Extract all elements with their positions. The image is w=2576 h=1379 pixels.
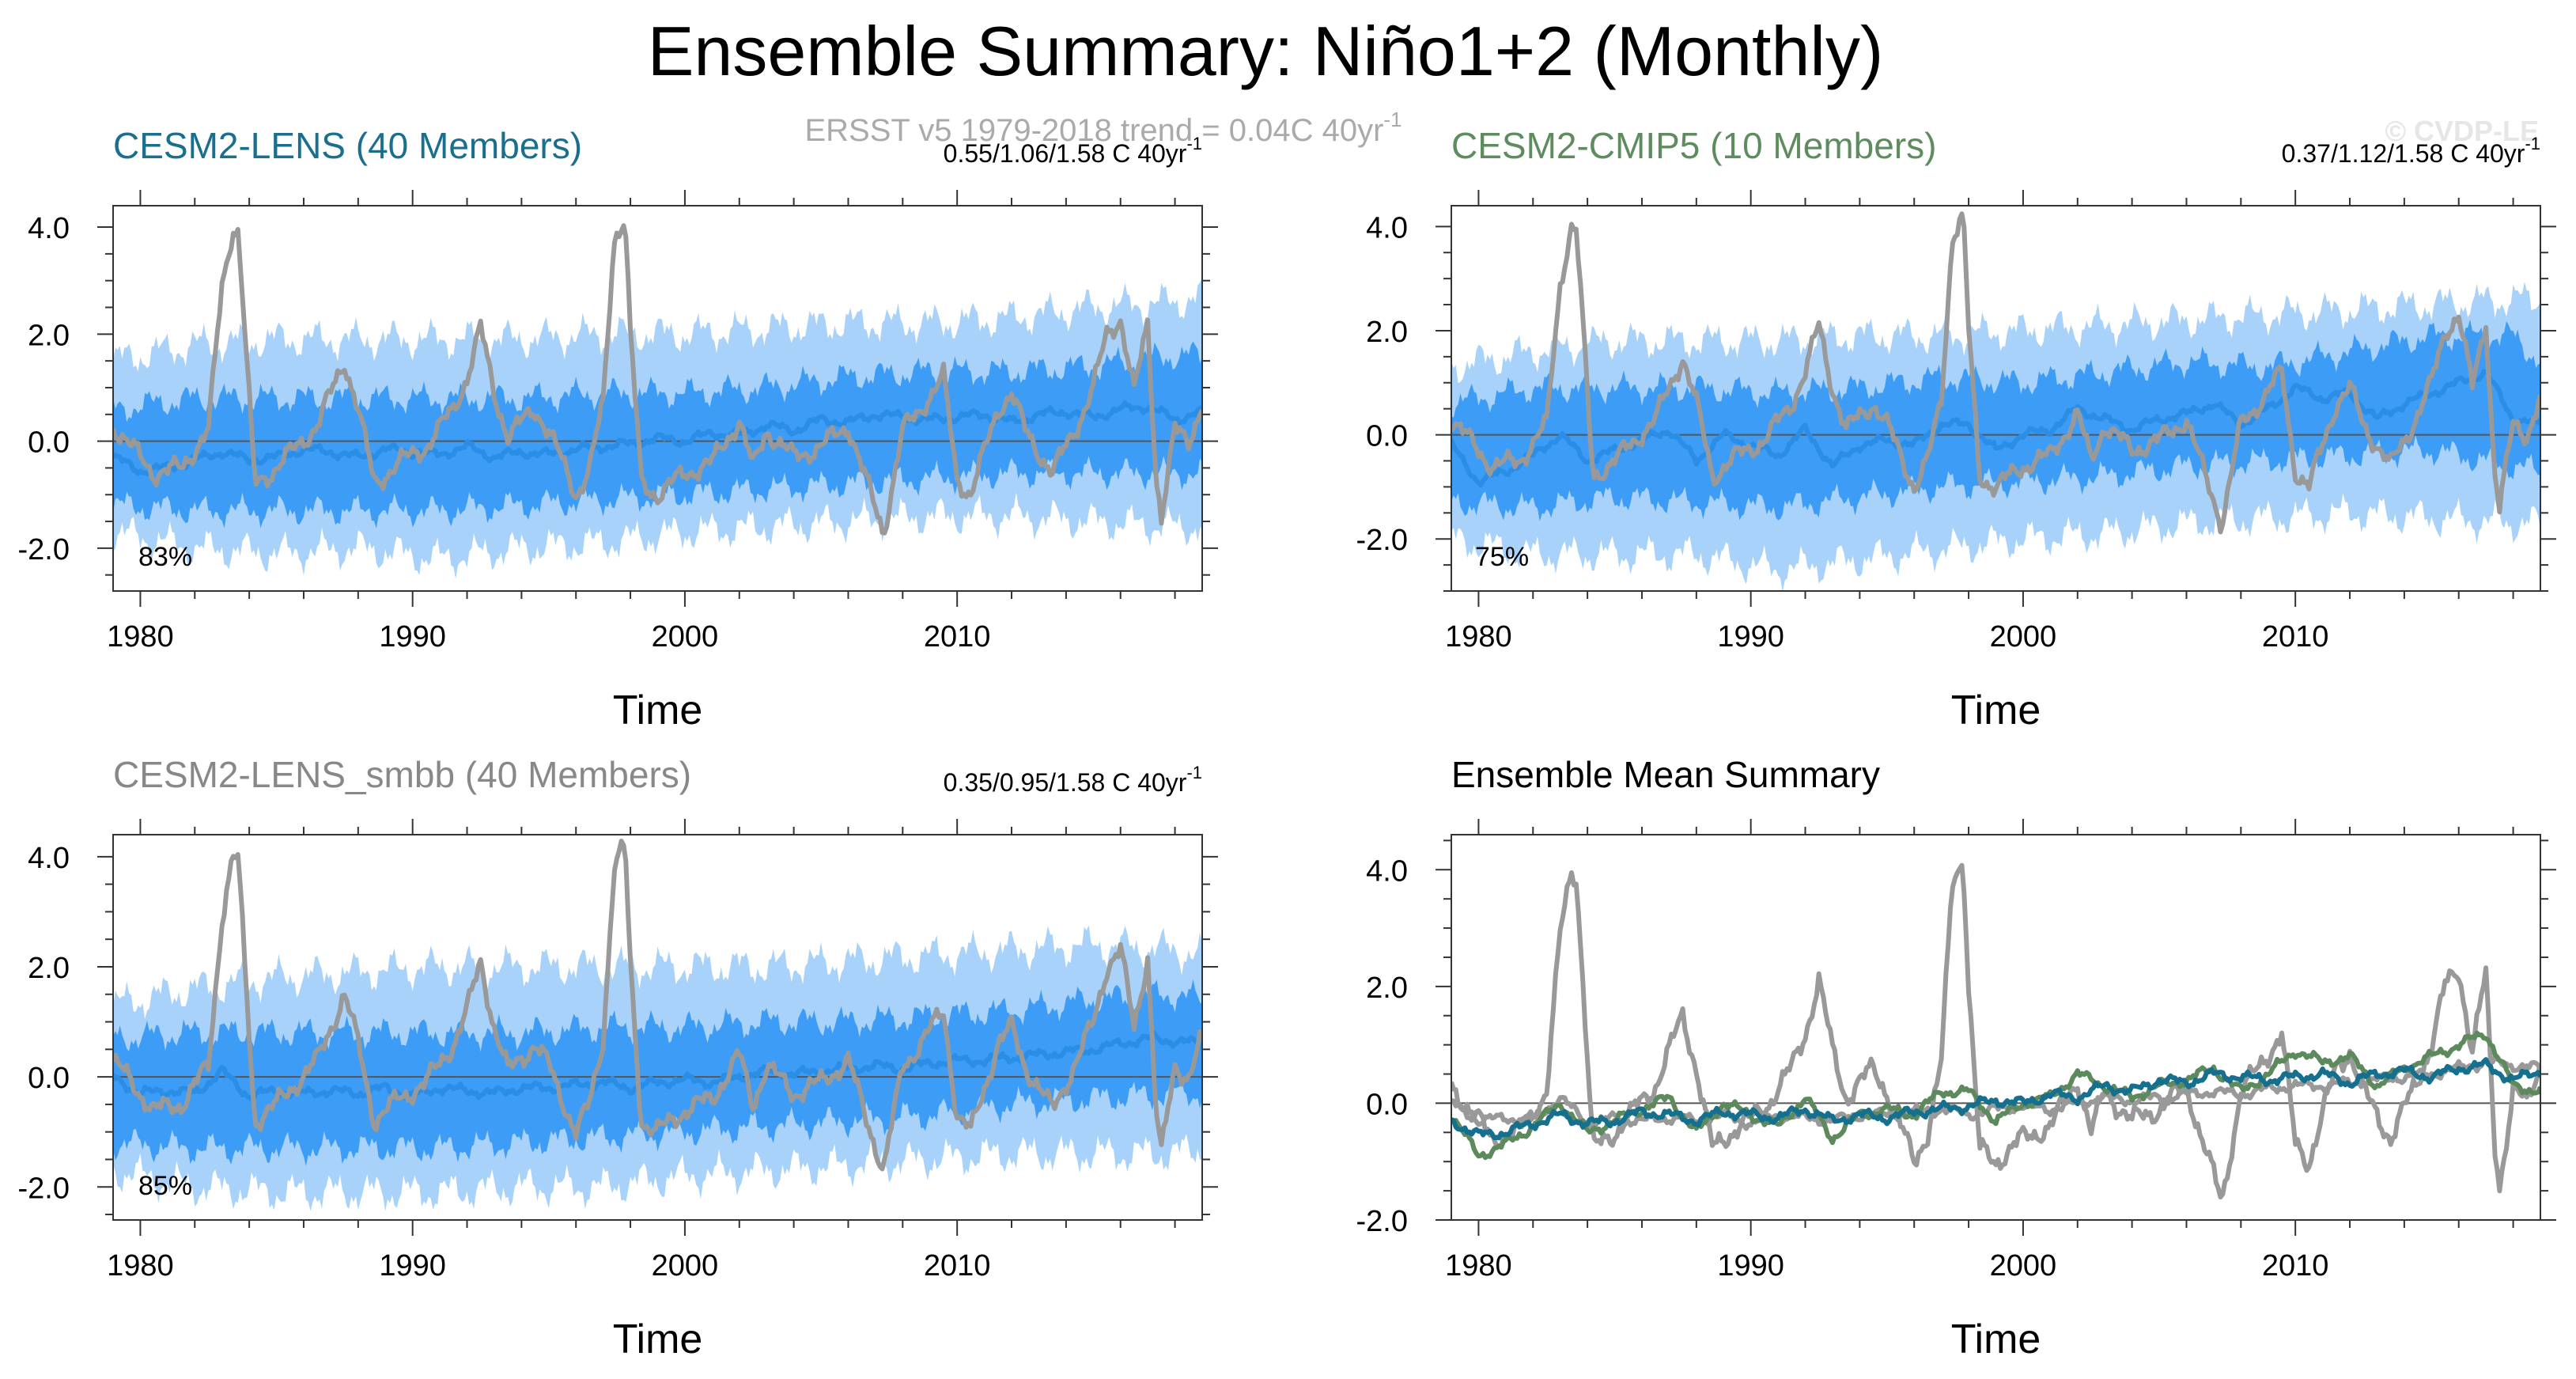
obs-trend-text: ERSST v5 1979-2018 trend = 0.04C 40yr [804,113,1383,148]
trend-text: 0.55/1.06/1.58 C 40yr [944,139,1187,168]
watermark: © CVDP-LE [2385,115,2539,147]
x-tick-label: 2000 [652,1249,719,1282]
trend-label: 0.35/0.95/1.58 C 40yr-1 [944,763,1202,797]
y-tick-label: 2.0 [28,952,70,985]
panel-lens: -2.0 0.0 2.0 4.0 1980 1990 2000 2010 Time CESM2-L… [18,125,1218,733]
x-axis-label: Time [613,1316,703,1362]
y-tick-label: 2.0 [1366,316,1408,349]
plot-area [113,839,1202,1211]
x-tick-label: 1990 [1717,620,1784,654]
panel-title: CESM2-CMIP5 (10 Members) [1451,125,1936,166]
x-tick-label: 1980 [1445,1249,1512,1282]
y-tick-label: 4.0 [1366,211,1408,244]
x-tick-label: 1990 [379,620,446,654]
panel-title: Ensemble Mean Summary [1451,754,1880,795]
y-tick-label: 4.0 [28,842,70,875]
y-tick-label: 2.0 [28,319,70,352]
panel-mean: -2.0 0.0 2.0 4.0 1980 1990 2000 2010 Time Ensembl… [1356,754,2556,1362]
mean-line-ensemble-mean [113,400,1202,476]
obs-trend-sup: -1 [1383,108,1401,131]
y-tick-label: 0.0 [28,426,70,460]
y-tick-label: -2.0 [1356,524,1408,557]
y-tick-label: -2.0 [18,533,70,566]
x-tick-label: 1980 [1445,620,1512,654]
y-tick-label: 4.0 [28,212,70,245]
y-tick-label: 0.0 [1366,420,1408,453]
observed-line [113,223,1202,536]
mean-line-cesm2-lens-mean [1451,1057,2540,1141]
plot-area [113,223,1202,579]
y-tick-label: -2.0 [1356,1205,1408,1238]
y-tick-label: 4.0 [1366,854,1408,888]
plot-frame [1451,834,2541,1221]
x-axis-label: Time [1951,1316,2041,1362]
observed-line [113,839,1202,1172]
trend-text: 0.35/0.95/1.58 C 40yr [944,768,1187,797]
trend-sup: -1 [2525,134,2540,153]
trend-label: 0.55/1.06/1.58 C 40yr-1 [944,134,1202,168]
panel-cmip5: -2.0 0.0 2.0 4.0 1980 1990 2000 2010 Time CESM2-C… [1356,125,2556,733]
plot-area [1451,211,2540,591]
plot-frame [112,834,1203,1221]
plot-frame [1451,205,2541,592]
x-tick-label: 1980 [107,620,174,654]
x-axis-label: Time [613,688,703,733]
trend-sup: -1 [1186,134,1202,153]
y-tick-label: 2.0 [1366,972,1408,1005]
plot-frame [112,205,1203,592]
x-tick-label: 1990 [379,1249,446,1282]
x-tick-label: 2010 [924,1249,991,1282]
obs-trend-label: ERSST v5 1979-2018 trend = 0.04C 40yr-1 [804,108,1401,148]
trend-sup: -1 [1186,763,1202,782]
trend-text: 0.37/1.12/1.58 C 40yr [2282,139,2525,168]
y-tick-label: 0.0 [28,1062,70,1095]
x-tick-label: 2010 [2262,620,2329,654]
panel-title: CESM2-LENS (40 Members) [113,125,582,166]
plot-area [1451,862,2540,1200]
panels: -2.0 0.0 2.0 4.0 1980 1990 2000 2010 Time CESM2-L… [18,125,2556,1362]
percent-label: 75% [1475,542,1529,572]
x-tick-label: 1980 [107,1249,174,1282]
y-tick-label: 0.0 [1366,1088,1408,1121]
panel-title: CESM2-LENS_smbb (40 Members) [113,754,691,795]
x-tick-label: 2000 [1990,620,2057,654]
x-tick-label: 2000 [652,620,719,654]
observed-line [1451,211,2540,535]
percent-label: 85% [138,1171,192,1201]
x-tick-label: 2010 [924,620,991,654]
y-tick-label: -2.0 [18,1172,70,1205]
percent-label: 83% [138,542,192,572]
x-tick-label: 2010 [2262,1249,2329,1282]
figure-title: Ensemble Summary: Niño1+2 (Monthly) [648,12,1884,90]
x-axis-label: Time [1951,688,2041,733]
trend-label: 0.37/1.12/1.58 C 40yr-1 [2282,134,2540,168]
x-tick-label: 1990 [1717,1249,1784,1282]
x-tick-label: 2000 [1990,1249,2057,1282]
panel-smbb: -2.0 0.0 2.0 4.0 1980 1990 2000 2010 Time CESM2-L… [18,754,1218,1362]
